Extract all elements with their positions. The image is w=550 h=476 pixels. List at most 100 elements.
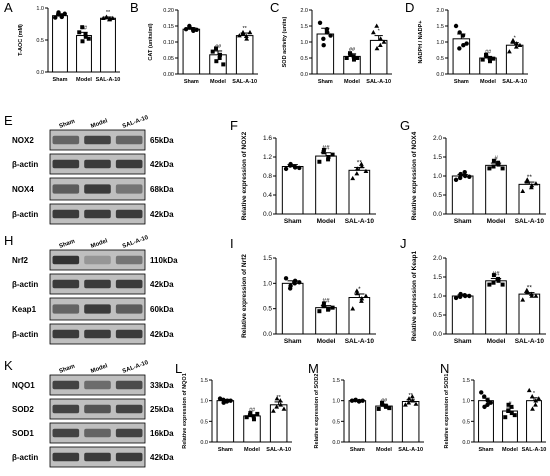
x-tick-label: Sham (479, 447, 494, 453)
data-point (406, 400, 412, 405)
x-tick-label: Model (317, 218, 336, 225)
y-tick-label: 2.0 (300, 8, 308, 14)
data-point (376, 406, 381, 411)
x-tick-label: Sham (318, 79, 333, 85)
data-point (248, 411, 253, 416)
lane-label: Model (90, 363, 109, 375)
x-tick-label: SAL-A-10 (345, 338, 375, 345)
data-point (506, 409, 511, 413)
y-tick-label: 2.0 (433, 135, 442, 142)
y-tick-label: 0.5 (200, 419, 208, 425)
band (52, 279, 80, 289)
x-tick-label: SAL-A-10 (366, 79, 391, 85)
data-point (509, 404, 514, 409)
data-point (503, 415, 508, 420)
y-tick-label: 0.5 (433, 312, 442, 319)
significance-label: ## (215, 44, 222, 50)
data-point (462, 173, 468, 179)
significance-label: ## (492, 271, 500, 278)
kda-label: 42kDa (150, 453, 174, 462)
x-tick-label: Model (344, 79, 360, 85)
bar-sal-a-10 (401, 400, 420, 443)
y-tick-label: 1.6 (263, 135, 272, 142)
data-point (321, 147, 326, 152)
band (52, 159, 80, 169)
data-point (520, 297, 526, 302)
y-tick-label: 0.8 (263, 173, 272, 180)
chart-a: 0.0 0.5 1.0 T-AOC (mM) Sham ## Model ** SAL-A-10 (18, 6, 120, 83)
data-point (500, 166, 505, 171)
y-axis-label: Relative expression of NOX2 (241, 131, 248, 220)
data-point (380, 400, 385, 405)
y-tick-label: 0.5 (436, 56, 444, 62)
significance-label: # (494, 155, 498, 162)
y-tick-label: 0.20 (163, 8, 174, 14)
x-tick-label: SAL-A-10 (398, 447, 423, 453)
panel-letter-d: D (405, 0, 414, 15)
y-tick-label: 1.5 (436, 24, 444, 30)
y-tick-label: 2.0 (433, 255, 442, 262)
x-tick-label: SAL-A-10 (96, 77, 121, 83)
data-point (321, 150, 326, 155)
data-point (317, 20, 323, 25)
band (115, 209, 143, 219)
data-point (533, 181, 539, 186)
data-point (324, 27, 330, 32)
y-axis-label: NADPH / NADP+ (418, 21, 424, 64)
y-tick-label: 0.5 (36, 38, 44, 44)
panel-letter-k: K (4, 358, 13, 373)
data-point (409, 394, 415, 399)
data-point (461, 43, 466, 48)
data-point (509, 411, 514, 416)
data-point (194, 27, 199, 33)
bar-sham (348, 400, 367, 443)
protein-label: β-actin (12, 330, 38, 339)
data-point (53, 15, 58, 20)
data-point (243, 33, 249, 39)
y-tick-label: 1.5 (433, 154, 442, 161)
data-point (356, 399, 362, 404)
x-tick-label: SAL-A-10 (522, 447, 547, 453)
data-point (224, 399, 230, 404)
data-point (277, 398, 283, 403)
lane-label: SAL-A-10 (122, 235, 150, 250)
data-point (359, 164, 365, 169)
band (52, 304, 80, 314)
x-tick-label: Model (480, 79, 496, 85)
kda-label: 60kDa (150, 305, 174, 314)
lane-label: Sham (58, 364, 75, 375)
data-point (353, 398, 358, 403)
kda-label: 42kDa (150, 280, 174, 289)
data-point (487, 166, 492, 171)
data-point (344, 56, 349, 60)
chart-n: 0.0 0.5 1.0 1.5 Relative expression of SOD1 S… (444, 374, 546, 453)
data-point (326, 307, 331, 312)
x-tick-label: Model (487, 218, 506, 225)
bar-sham (451, 295, 474, 335)
data-point (374, 23, 380, 28)
data-point (354, 171, 360, 176)
x-tick-label: Sham (53, 77, 68, 83)
significance-label: ## (322, 145, 330, 152)
x-tick-label: SAL-A-10 (515, 218, 545, 225)
y-axis-label: Relative expression of Keap1 (411, 250, 418, 341)
significance-label: ** (277, 395, 282, 401)
data-point (297, 165, 302, 171)
y-tick-label: 0.0 (462, 440, 470, 446)
data-point (480, 57, 485, 62)
significance-label: * (533, 391, 536, 397)
data-point (387, 406, 392, 411)
data-point (354, 166, 360, 171)
data-point (86, 36, 91, 41)
data-point (485, 402, 490, 407)
x-tick-label: SAL-A-10 (232, 79, 257, 85)
data-point (110, 15, 116, 21)
data-point (484, 52, 489, 57)
band (84, 428, 111, 438)
data-point (321, 304, 326, 309)
panel-letter-n: N (440, 361, 449, 376)
data-point (488, 400, 493, 405)
data-point (462, 293, 467, 298)
x-tick-label: Model (210, 79, 226, 85)
